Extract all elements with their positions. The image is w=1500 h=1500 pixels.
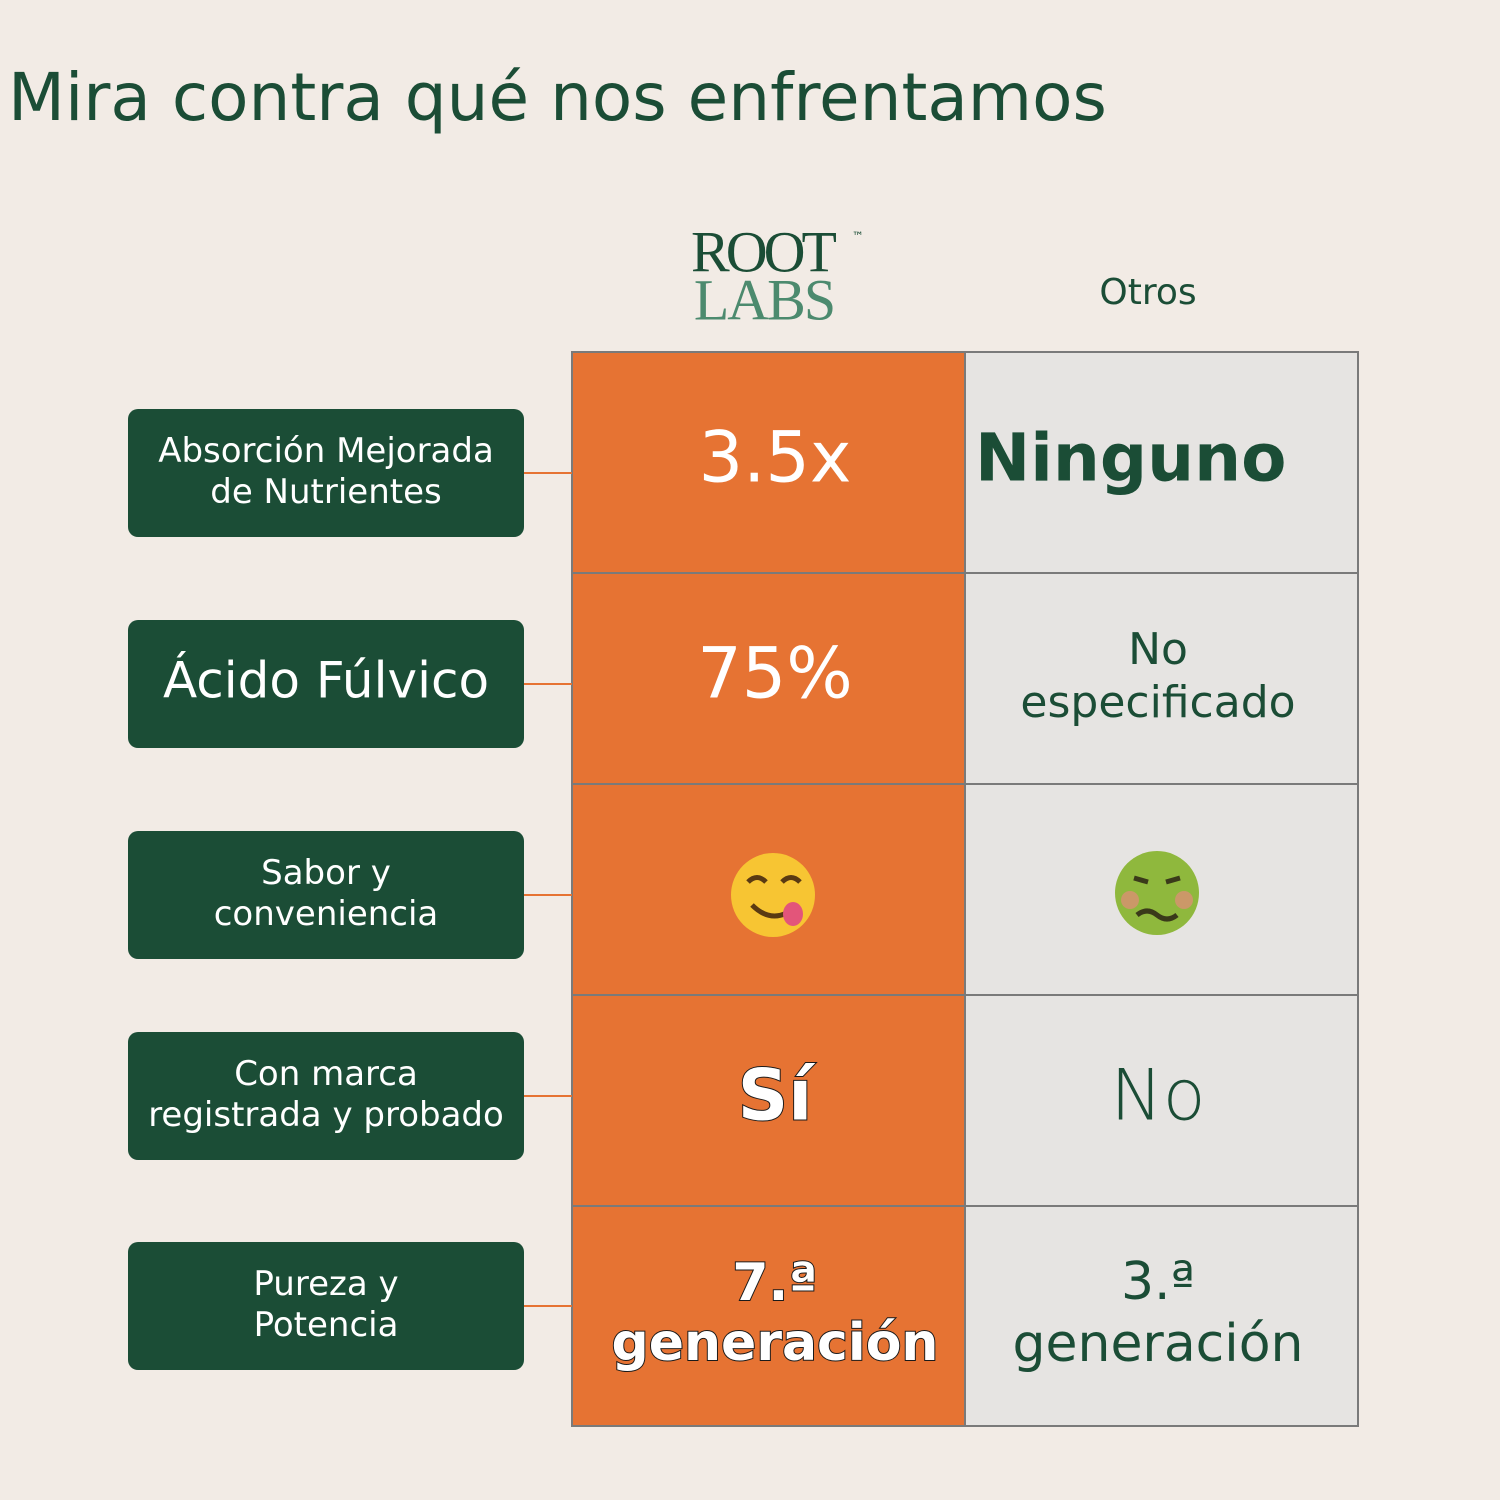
logo-mark: ™ [852, 230, 864, 244]
row-label: Pureza y [253, 1264, 398, 1304]
emoji-sick [1115, 851, 1199, 935]
root-value: Sí [738, 1055, 816, 1137]
others-value: 3.ª [1121, 1252, 1195, 1312]
others-value: Ninguno [975, 420, 1286, 497]
row-label: Sabor y [261, 853, 391, 893]
emoji-yum [731, 853, 815, 937]
row-label: Potencia [254, 1305, 399, 1345]
others-cell [964, 351, 1359, 574]
root-cell [571, 994, 966, 1207]
row-label: Con marca [234, 1054, 418, 1094]
root-value: 3.5x [699, 417, 852, 499]
label-box [128, 620, 524, 748]
others-value: generación [1012, 1314, 1303, 1374]
others-cell [964, 1205, 1359, 1427]
row-label: conveniencia [214, 894, 439, 934]
row-label: Ácido Fúlvico [163, 651, 489, 710]
row-label: registrada y probado [148, 1095, 504, 1135]
label-box [128, 1032, 524, 1160]
root-cell [571, 572, 966, 785]
others-cell [964, 994, 1359, 1207]
title: Mira contra qué nos enfrentamos [8, 59, 1107, 136]
root-cell [571, 1205, 966, 1427]
others-value: No [1128, 624, 1188, 675]
root-value: generación [612, 1313, 939, 1373]
logo-line2: LABS [694, 267, 834, 332]
label-box [128, 831, 524, 959]
row-label: de Nutrientes [210, 472, 441, 512]
others-value: No [1110, 1055, 1205, 1137]
label-box [128, 409, 524, 537]
root-value: 75% [697, 633, 853, 715]
label-box [128, 1242, 524, 1370]
logo-line1: ROOT [691, 219, 836, 284]
row-label: Absorción Mejorada [158, 431, 494, 471]
others-value: especificado [1020, 677, 1295, 728]
root-value: 7.ª [732, 1253, 817, 1313]
column-header: Otros [1099, 272, 1196, 313]
